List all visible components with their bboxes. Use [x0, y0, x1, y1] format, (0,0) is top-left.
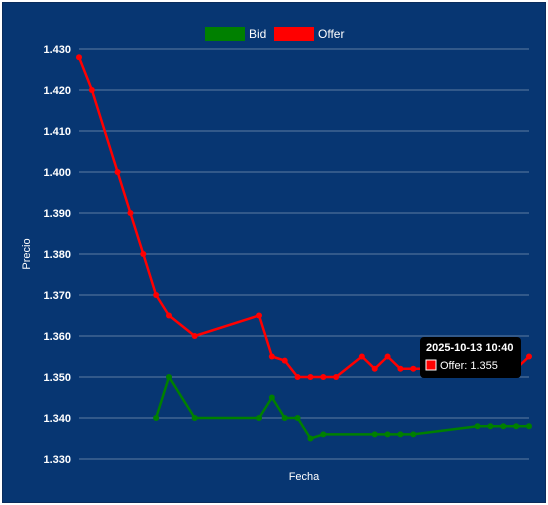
y-tick-label: 1.430 — [43, 44, 71, 56]
legend-swatch-bid[interactable] — [205, 27, 245, 41]
y-axis-ticks: 1.330 1.340 1.350 1.360 1.370 1.380 1.390 1.400… — [43, 44, 71, 466]
y-tick-label: 1.340 — [43, 413, 71, 425]
data-point-offer[interactable] — [281, 357, 288, 364]
data-point-bid[interactable] — [384, 431, 391, 438]
data-point-offer[interactable] — [384, 353, 391, 360]
y-tick-label: 1.410 — [43, 126, 71, 138]
legend-swatch-offer[interactable] — [274, 27, 314, 41]
data-point-bid[interactable] — [397, 431, 404, 438]
tooltip-box — [420, 337, 521, 378]
data-point-offer[interactable] — [358, 353, 365, 360]
data-point-bid[interactable] — [191, 415, 198, 421]
data-point-offer[interactable] — [153, 292, 160, 298]
data-point-offer[interactable] — [114, 169, 121, 175]
data-point-bid[interactable] — [371, 431, 378, 438]
y-tick-label: 1.360 — [43, 331, 71, 343]
data-point-offer[interactable] — [294, 374, 301, 380]
data-point-offer[interactable] — [191, 333, 198, 339]
y-tick-label: 1.380 — [43, 249, 71, 261]
data-point-offer[interactable] — [166, 312, 172, 319]
y-tick-label: 1.400 — [43, 167, 71, 179]
series-line-bid — [154, 375, 529, 440]
tooltip-swatch — [425, 359, 437, 371]
y-tick-label: 1.390 — [43, 208, 71, 220]
legend-label-offer[interactable]: Offer — [318, 27, 344, 41]
data-point-offer[interactable] — [320, 374, 327, 380]
y-axis-title: Precio — [21, 238, 33, 269]
data-point-offer[interactable] — [268, 353, 275, 360]
series-bid — [153, 374, 532, 442]
data-point-bid[interactable] — [320, 431, 327, 438]
data-point-bid[interactable] — [513, 423, 520, 430]
data-point-offer[interactable] — [88, 87, 95, 93]
data-point-bid[interactable] — [500, 423, 507, 430]
data-point-bid[interactable] — [410, 431, 417, 438]
data-point-offer[interactable] — [140, 251, 147, 257]
tooltip-value: Offer: 1.355 — [440, 360, 498, 372]
data-point-offer[interactable] — [256, 312, 262, 319]
data-point-bid[interactable] — [526, 423, 532, 430]
y-tick-label: 1.350 — [43, 372, 71, 384]
data-point-bid[interactable] — [268, 394, 275, 401]
series-line-offer — [77, 56, 530, 379]
series-offer — [76, 54, 532, 380]
grid-lines — [79, 48, 529, 460]
data-point-offer[interactable] — [76, 54, 82, 61]
data-point-bid[interactable] — [307, 435, 314, 442]
data-point-bid[interactable] — [256, 415, 262, 421]
y-tick-label: 1.330 — [43, 454, 71, 466]
data-point-bid[interactable] — [281, 415, 288, 421]
data-point-offer[interactable] — [397, 365, 404, 372]
y-tick-label: 1.420 — [43, 85, 71, 97]
legend-label-bid[interactable]: Bid — [249, 27, 266, 41]
x-axis-title: Fecha — [289, 471, 320, 483]
legend[interactable]: Bid Offer — [205, 27, 344, 41]
data-point-bid[interactable] — [487, 423, 494, 430]
data-point-offer[interactable] — [333, 374, 340, 380]
data-point-offer[interactable] — [410, 365, 417, 372]
data-point-offer[interactable] — [127, 210, 134, 216]
data-point-offer[interactable] — [526, 353, 532, 360]
tooltip-title: 2025-10-13 10:40 — [426, 342, 513, 354]
data-point-bid[interactable] — [166, 374, 172, 380]
data-point-offer[interactable] — [307, 374, 314, 380]
data-series — [76, 54, 532, 442]
data-point-offer[interactable] — [371, 365, 378, 372]
tooltip: 2025-10-13 10:40 Offer: 1.355 — [420, 337, 521, 378]
data-point-bid[interactable] — [474, 423, 481, 430]
data-point-bid[interactable] — [294, 415, 301, 421]
data-point-bid[interactable] — [153, 415, 160, 421]
y-tick-label: 1.370 — [43, 290, 71, 302]
